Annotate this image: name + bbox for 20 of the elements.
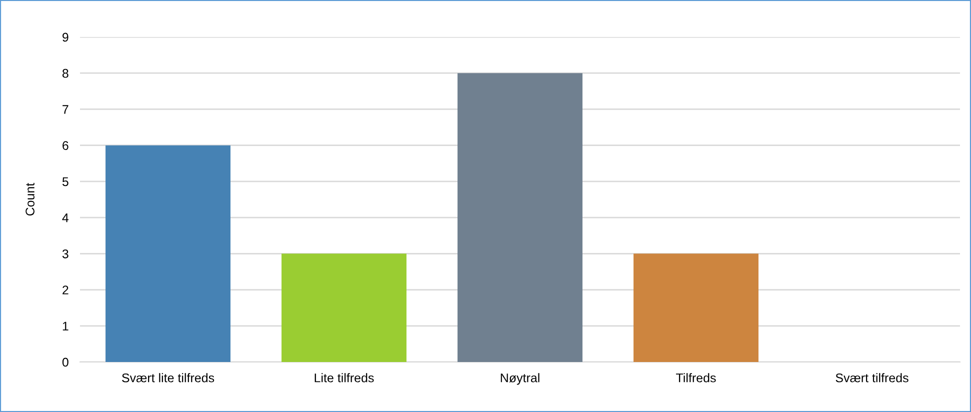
y-tick-label: 8 <box>62 68 68 78</box>
x-tick-label: Svært lite tilfreds <box>122 373 214 382</box>
bar <box>634 254 758 362</box>
y-tick-label: 1 <box>62 322 68 330</box>
bar <box>458 73 582 362</box>
y-tick-label: 7 <box>62 105 68 114</box>
y-axis-title: Count <box>26 182 34 216</box>
y-tick-label: 0 <box>62 358 68 367</box>
y-tick-label: 4 <box>62 213 69 222</box>
y-tick-label: 6 <box>62 141 68 150</box>
y-tick-label: 5 <box>62 177 68 186</box>
bar <box>106 145 230 362</box>
x-tick-label: Svært tilfreds <box>836 373 908 382</box>
y-tick-label: 9 <box>62 32 68 42</box>
y-tick-label: 2 <box>62 286 68 294</box>
x-tick-label: Nøytral <box>500 373 540 385</box>
x-tick-label: Tilfreds <box>676 373 716 382</box>
bar <box>282 254 406 362</box>
x-tick-label: Lite tilfreds <box>314 373 374 382</box>
y-tick-label: 3 <box>62 249 68 258</box>
